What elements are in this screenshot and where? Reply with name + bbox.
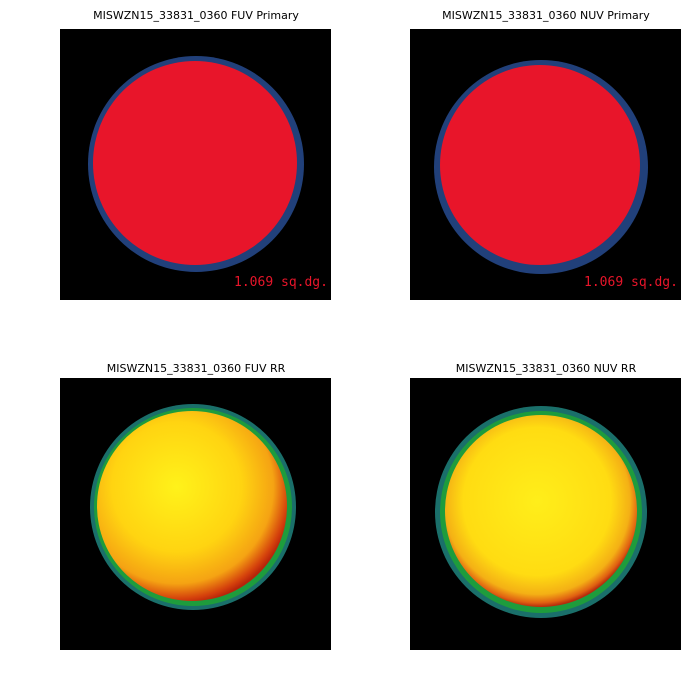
area-label: 1.069 sq.dg.: [234, 275, 328, 290]
panel-title: MISWZN15_33831_0360 FUV Primary: [93, 9, 299, 22]
panel: MISWZN15_33831_0360 FUV RR: [60, 362, 331, 650]
panel: MISWZN15_33831_0360 NUV Primary 1.069 sq…: [410, 9, 681, 300]
panel-title: MISWZN15_33831_0360 FUV RR: [107, 362, 286, 375]
coverage-primary: [93, 61, 297, 265]
relative-response: [445, 415, 637, 607]
panel-title: MISWZN15_33831_0360 NUV RR: [456, 362, 637, 375]
panel: MISWZN15_33831_0360 NUV RR: [410, 362, 681, 650]
relative-response: [97, 411, 287, 601]
coverage-primary: [440, 65, 640, 265]
panel-title: MISWZN15_33831_0360 NUV Primary: [442, 9, 650, 22]
panel: MISWZN15_33831_0360 FUV Primary 1.069 sq…: [60, 9, 331, 300]
area-label: 1.069 sq.dg.: [584, 275, 678, 290]
